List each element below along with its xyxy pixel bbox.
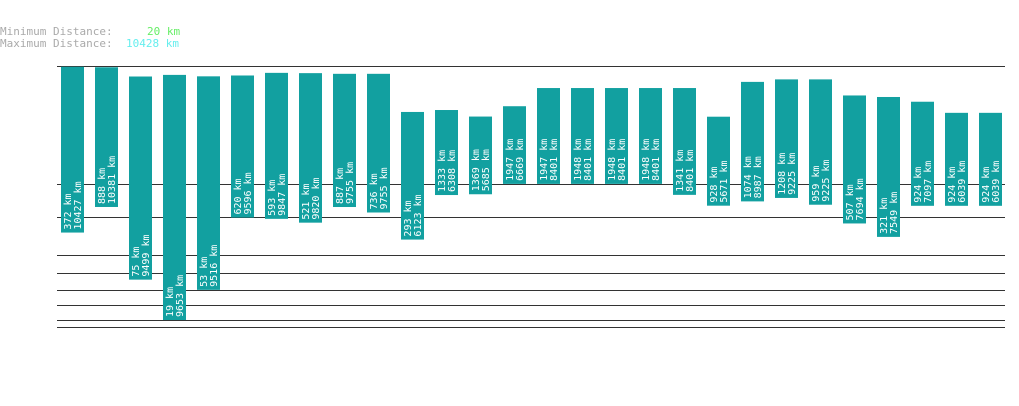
range-bar (469, 116, 492, 195)
max-value: 10428 km (126, 37, 179, 50)
max-label: 9653 km (175, 275, 186, 317)
max-label: 9596 km (243, 172, 254, 214)
min-label: 1947 km (505, 139, 516, 181)
max-label: 5685 km (481, 149, 492, 191)
range-bar (979, 112, 1002, 206)
max-label: 6669 km (515, 139, 526, 181)
range-bar (231, 75, 254, 218)
range-bar (571, 88, 594, 184)
min-label: 593 km (267, 180, 278, 216)
range-bar (95, 67, 118, 207)
max-label: 9820 km (311, 178, 322, 220)
range-bar (435, 110, 458, 196)
min-label: 959 km (811, 166, 822, 202)
range-bar (265, 72, 288, 219)
min-label: 507 km (845, 184, 856, 220)
min-label: 1948 km (573, 139, 584, 181)
max-label: 7097 km (923, 161, 934, 203)
min-label: 1341 km (675, 150, 686, 192)
range-bar (299, 73, 322, 223)
range-bar (911, 101, 934, 206)
range-bar (809, 79, 832, 205)
max-label: 6123 km (413, 194, 424, 236)
range-bar (367, 73, 390, 213)
range-bar (129, 76, 152, 280)
max-label: Maximum Distance: (0, 37, 113, 50)
range-bar (503, 106, 526, 184)
min-label: 736 km (369, 173, 380, 209)
range-bar (639, 88, 662, 184)
range-bar (163, 74, 186, 321)
range-bar (945, 112, 968, 206)
max-label: 9225 km (821, 160, 832, 202)
min-label: 620 km (233, 178, 244, 214)
range-bar (775, 79, 798, 198)
max-label: 8401 km (651, 139, 662, 181)
max-label: 9516 km (209, 245, 220, 287)
max-label: 6308 km (447, 150, 458, 192)
min-label: 53 km (199, 257, 210, 287)
max-label: 9225 km (787, 153, 798, 195)
max-label: 5671 km (719, 161, 730, 203)
min-label: 321 km (879, 198, 890, 234)
range-bar (333, 73, 356, 208)
range-bar (605, 88, 628, 184)
range-bar (707, 116, 730, 206)
min-label: 372 km (63, 193, 74, 229)
min-label: Minimum Distance: (0, 25, 113, 38)
min-label: 1208 km (777, 153, 788, 195)
range-bar (197, 76, 220, 290)
max-label: 8401 km (549, 139, 560, 181)
min-label: 924 km (913, 167, 924, 203)
max-label: 6039 km (957, 161, 968, 203)
min-label: 521 km (301, 184, 312, 220)
min-value: 20 km (147, 25, 180, 38)
min-label: 19 km (165, 287, 176, 317)
max-label: 8987 km (753, 156, 764, 198)
max-label: 7549 km (889, 192, 900, 234)
range-bar (877, 96, 900, 237)
max-label: 7694 km (855, 178, 866, 220)
range-bar (401, 111, 424, 240)
range-bar (61, 66, 84, 233)
max-label: 9847 km (277, 174, 288, 216)
range-bar (741, 81, 764, 202)
min-label: 924 km (947, 167, 958, 203)
min-label: 1948 km (641, 139, 652, 181)
max-label: 8401 km (583, 139, 594, 181)
min-label: 887 km (335, 168, 346, 204)
min-label: 924 km (981, 167, 992, 203)
min-label: 1333 km (437, 150, 448, 192)
min-label: 1369 km (471, 149, 482, 191)
max-label: 10381 km (107, 156, 118, 204)
range-bar (537, 88, 560, 184)
min-label: 1948 km (607, 139, 618, 181)
min-label: 1074 km (743, 156, 754, 198)
max-label: 6039 km (991, 161, 1002, 203)
range-bar (673, 88, 696, 195)
min-label: 888 km (97, 168, 108, 204)
min-label: 928 km (709, 167, 720, 203)
min-label: 293 km (403, 200, 414, 236)
range-bar (843, 95, 866, 224)
max-label: 9499 km (141, 234, 152, 276)
max-label: 10427 km (73, 181, 84, 229)
min-label: 75 km (131, 247, 142, 277)
max-label: 8401 km (617, 139, 628, 181)
max-label: 9755 km (379, 167, 390, 209)
min-label: 1947 km (539, 139, 550, 181)
max-label: 8401 km (685, 150, 696, 192)
max-label: 9755 km (345, 162, 356, 204)
